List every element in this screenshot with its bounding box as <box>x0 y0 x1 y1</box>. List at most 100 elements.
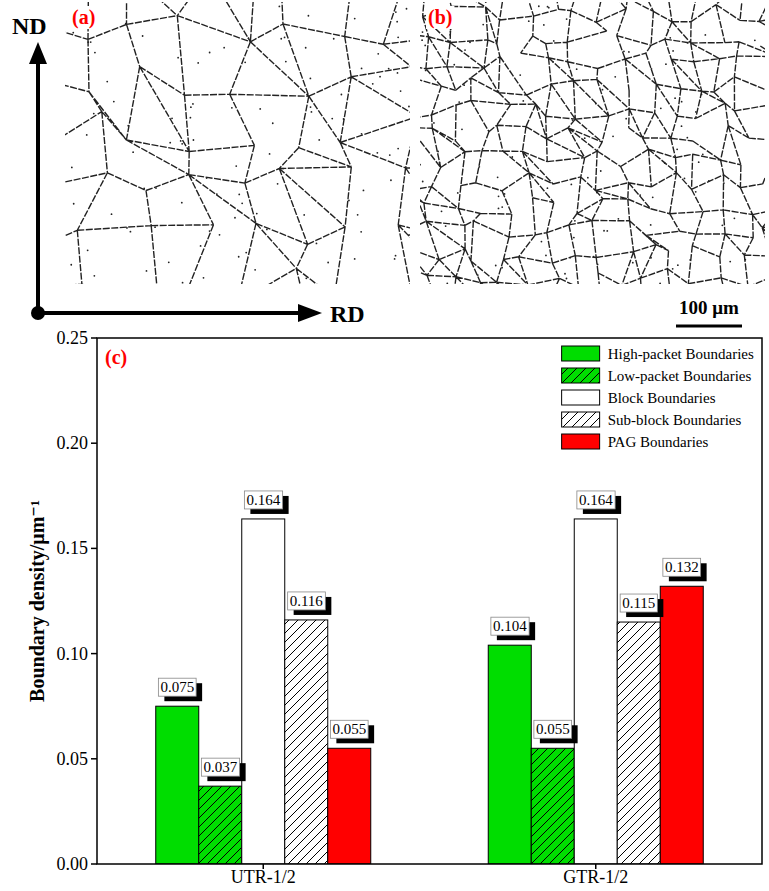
speck <box>200 245 202 247</box>
speck <box>71 166 73 168</box>
speck <box>340 94 342 96</box>
speck <box>733 217 735 219</box>
speck <box>266 229 268 231</box>
speck <box>94 52 96 54</box>
speck <box>729 261 731 263</box>
speck <box>309 77 311 79</box>
speck <box>305 47 307 49</box>
speck <box>146 270 148 272</box>
speck <box>234 217 236 219</box>
speck <box>285 61 287 63</box>
legend-swatch <box>562 368 600 383</box>
speck <box>501 206 503 208</box>
speck <box>639 194 641 196</box>
speck <box>111 213 113 215</box>
panel-label: (a) <box>72 6 95 29</box>
speck <box>311 111 313 113</box>
data-label: 0.164 <box>579 492 613 508</box>
speck <box>72 32 74 34</box>
direction-label: ND <box>12 13 47 39</box>
speck <box>142 35 144 37</box>
speck <box>498 208 500 210</box>
speck <box>203 277 205 279</box>
speck <box>596 192 598 194</box>
speck <box>477 274 479 276</box>
speck <box>650 257 652 259</box>
speck <box>86 134 88 136</box>
speck <box>408 234 410 236</box>
speck <box>73 203 75 205</box>
label-box <box>577 491 615 509</box>
speck <box>397 148 399 150</box>
x-tick <box>263 864 265 869</box>
speck <box>695 191 697 193</box>
speck <box>687 42 689 44</box>
speck <box>420 164 421 166</box>
speck <box>463 84 465 86</box>
speck <box>453 64 455 66</box>
speck <box>674 97 676 99</box>
speck <box>155 187 157 189</box>
bar <box>328 748 371 864</box>
speck <box>235 165 237 167</box>
speck <box>704 34 706 36</box>
speck <box>316 243 318 245</box>
speck <box>126 227 128 229</box>
speck <box>576 68 578 70</box>
data-label: 0.055 <box>536 721 570 737</box>
speck <box>87 41 89 43</box>
speck <box>269 153 271 155</box>
legend-label: Sub-block Boundaries <box>608 412 742 428</box>
speck <box>469 41 471 43</box>
label-box <box>288 592 326 610</box>
legend-label: Low-packet Boundaries <box>608 368 752 384</box>
speck <box>632 262 634 264</box>
speck <box>672 50 674 52</box>
micrograph-a <box>65 2 410 284</box>
speck <box>600 170 602 172</box>
speck <box>394 258 396 260</box>
speck <box>606 230 608 232</box>
data-label: 0.115 <box>622 595 655 611</box>
speck <box>617 218 619 220</box>
speck <box>197 62 199 64</box>
speck <box>695 111 697 113</box>
speck <box>180 140 182 142</box>
speck <box>397 72 399 74</box>
speck <box>244 61 246 63</box>
speck <box>686 137 688 139</box>
speck <box>543 24 545 26</box>
speck <box>553 40 555 42</box>
speck <box>602 89 604 91</box>
speck <box>593 256 595 258</box>
speck <box>566 278 568 280</box>
y-tick-label: 0.15 <box>57 538 89 558</box>
speck <box>721 224 723 226</box>
category-label: GTR-1/2 <box>563 867 628 887</box>
speck <box>189 117 191 119</box>
speck <box>327 262 329 264</box>
speck <box>433 122 435 124</box>
y-tick <box>91 653 97 655</box>
speck <box>659 283 661 284</box>
speck <box>190 106 192 108</box>
speck <box>495 265 497 267</box>
speck <box>143 188 145 190</box>
origin-dot <box>31 306 45 320</box>
speck <box>132 151 134 153</box>
speck <box>256 213 258 215</box>
speck <box>723 182 725 184</box>
bar <box>242 519 285 864</box>
y-tick <box>91 442 97 444</box>
speck <box>595 103 597 105</box>
speck <box>552 61 554 63</box>
speck <box>93 113 95 115</box>
speck <box>169 142 171 144</box>
speck <box>181 202 183 204</box>
panel-label: (c) <box>105 346 127 369</box>
data-label: 0.055 <box>332 721 366 737</box>
speck <box>422 181 424 183</box>
speck <box>708 180 710 182</box>
label-box <box>330 720 368 738</box>
speck <box>379 76 381 78</box>
